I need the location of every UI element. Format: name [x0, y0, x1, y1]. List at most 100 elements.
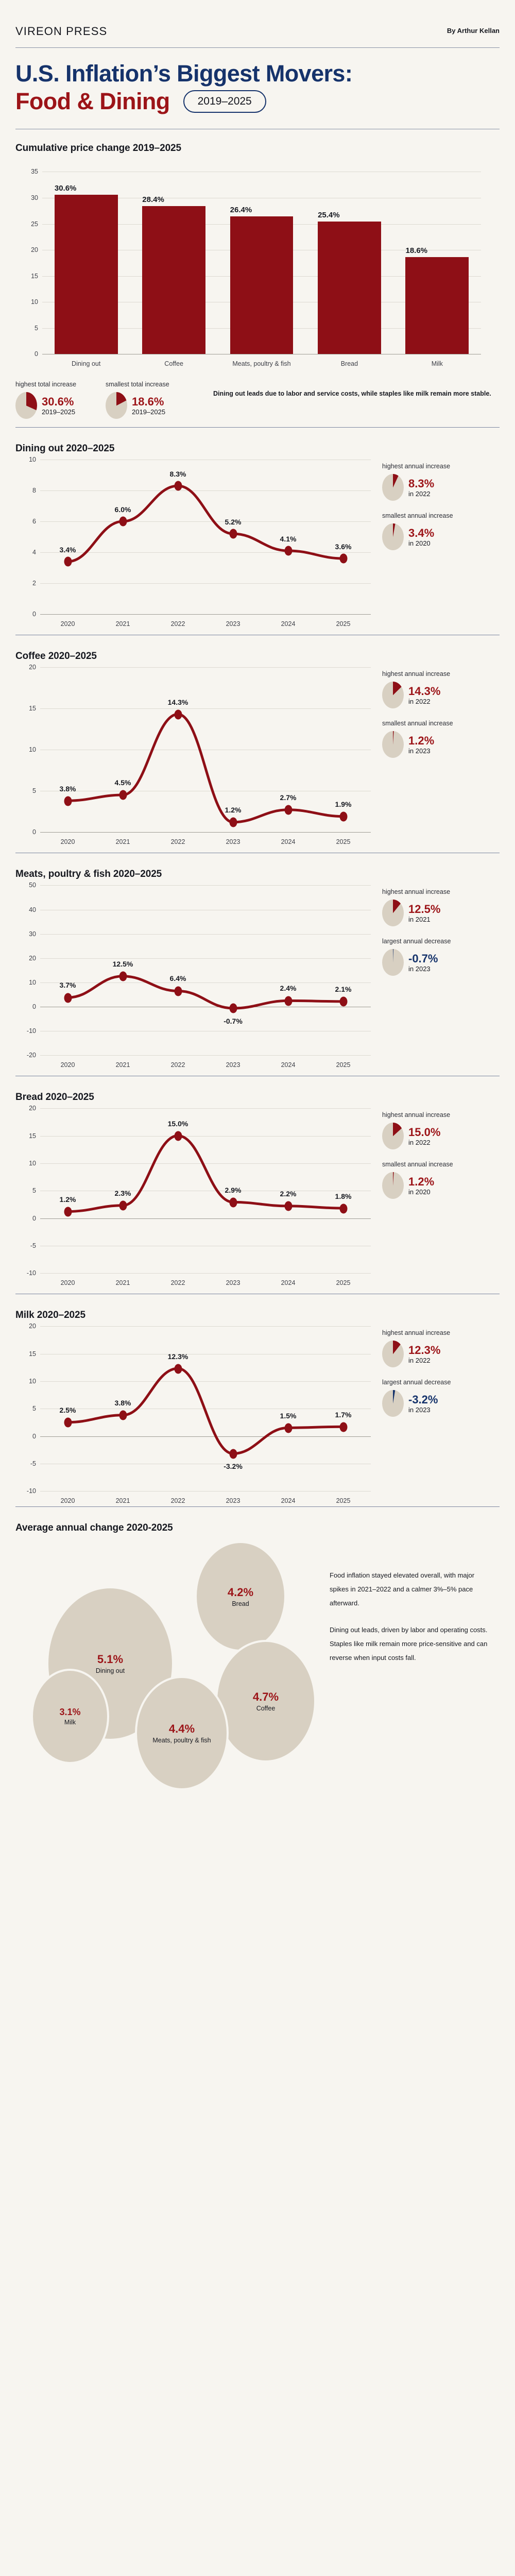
data-point[interactable]: [284, 805, 292, 815]
data-point[interactable]: [119, 1410, 127, 1420]
y-axis-tick: 20: [31, 246, 38, 254]
y-axis-tick: 0: [32, 1003, 36, 1011]
data-point[interactable]: [64, 556, 72, 567]
data-point[interactable]: [284, 546, 292, 556]
x-axis-label: 2020: [60, 1497, 75, 1505]
data-point[interactable]: [119, 516, 127, 527]
y-axis-tick: 20: [29, 1105, 36, 1112]
x-axis-label: 2022: [170, 1061, 185, 1069]
callout-label: largest annual decrease: [382, 1379, 451, 1386]
bubble[interactable]: 4.2% Bread: [195, 1541, 286, 1652]
y-axis-tick: 15: [29, 705, 36, 713]
data-point[interactable]: [339, 553, 347, 564]
y-axis-tick: 40: [29, 906, 36, 913]
data-point[interactable]: [119, 1200, 127, 1211]
bar-column[interactable]: 26.4%: [218, 172, 305, 354]
gridline: 20: [29, 1105, 371, 1112]
data-point[interactable]: [339, 1204, 347, 1213]
y-axis-tick: 30: [29, 930, 36, 938]
y-axis-tick: 15: [29, 1132, 36, 1140]
gridline: -10: [27, 1269, 371, 1277]
data-point[interactable]: [174, 1364, 182, 1374]
x-axis-label: 2024: [281, 1061, 296, 1069]
line-series: [40, 1108, 371, 1273]
callout: smallest annual increase 1.2% in 2020: [382, 1161, 500, 1199]
data-point[interactable]: [119, 971, 127, 981]
bar[interactable]: 26.4%: [230, 206, 294, 354]
callout-body: -3.2% in 2023: [382, 1390, 500, 1417]
data-point[interactable]: [64, 796, 72, 806]
data-point-label: -3.2%: [224, 1462, 243, 1470]
gridline: 15: [29, 1132, 371, 1140]
x-axis-label: 2020: [60, 620, 75, 628]
data-point[interactable]: [174, 986, 182, 996]
brand-logo: VIREON PRESS: [15, 25, 108, 38]
bubble[interactable]: 3.1% Milk: [31, 1669, 109, 1765]
line-chart: 0 5 10 15 20 3.8% 4.5% 14.3% 1.2% 2.7% 1.9% 2020 202…: [15, 664, 376, 848]
gridline: 20: [29, 664, 371, 671]
chart-and-callouts: -10 -5 0 5 10 15 20 1.2% 2.3% 15.0% 2.9% 2.2% 1.8% 20…: [15, 1105, 500, 1289]
data-point[interactable]: [174, 1131, 182, 1141]
gridline: 10: [29, 1378, 371, 1385]
bar[interactable]: 18.6%: [405, 246, 469, 354]
data-point[interactable]: [229, 817, 237, 827]
bar[interactable]: 25.4%: [318, 211, 381, 354]
plot-area: -10 -5 0 5 10 15 20 2.5% 3.8% 12.3% -3.2% 1.5% 1.7%: [27, 1323, 371, 1495]
bubble-label: Milk: [64, 1719, 76, 1726]
data-point[interactable]: [339, 996, 347, 1007]
bar-x-axis-labels: Dining out Coffee Meats, poultry & fish Bre…: [42, 360, 481, 367]
line-series: [40, 885, 371, 1055]
line-chart: -20 -10 0 10 20 30 40 50 3.7% 12.5% 6.4% -0.7% 2.4% 2…: [15, 882, 376, 1071]
bubble[interactable]: 4.4% Meats, poultry & fish: [135, 1676, 229, 1791]
data-point[interactable]: [339, 1422, 347, 1432]
data-point[interactable]: [64, 993, 72, 1003]
callout-sub: in 2022: [408, 489, 431, 498]
data-point[interactable]: [174, 709, 182, 720]
data-point[interactable]: [229, 1197, 237, 1208]
callout-label: highest annual increase: [382, 670, 451, 678]
data-point[interactable]: [229, 1003, 237, 1013]
callout-sub: in 2022: [408, 1138, 431, 1146]
pie-icon: [382, 731, 404, 758]
date-range-badge: 2019–2025: [183, 90, 266, 113]
callout-sub: 2019–2025: [132, 408, 166, 416]
data-point-label: 2.5%: [59, 1406, 76, 1415]
bubble[interactable]: 4.7% Coffee: [215, 1640, 316, 1763]
data-point[interactable]: [119, 790, 127, 800]
bar-column[interactable]: 18.6%: [393, 172, 481, 354]
callout-label: smallest annual increase: [382, 720, 453, 727]
x-axis-label: 2025: [336, 1279, 351, 1287]
gridline: 2: [32, 580, 371, 587]
chart-and-callouts: 0 2 4 6 8 10 3.4% 6.0% 8.3% 5.2% 4.1% 3.6% 2020 2021 2…: [15, 456, 500, 630]
callout-sub: in 2020: [408, 1188, 431, 1196]
pie-icon: [106, 392, 127, 419]
bar-column[interactable]: 28.4%: [130, 172, 217, 354]
callout-label: smallest annual increase: [382, 512, 453, 520]
bar-column[interactable]: 30.6%: [42, 172, 130, 354]
header-divider: [15, 47, 500, 48]
bar[interactable]: 28.4%: [142, 195, 205, 354]
data-point-label: 6.0%: [114, 505, 131, 514]
data-point[interactable]: [64, 1207, 72, 1217]
bar[interactable]: 30.6%: [54, 184, 118, 354]
data-point[interactable]: [229, 529, 237, 539]
callout: highest annual increase 12.5% in 2021: [382, 888, 500, 927]
y-axis-tick: -20: [26, 1052, 36, 1059]
data-point[interactable]: [339, 811, 347, 822]
data-point[interactable]: [284, 1201, 292, 1211]
data-point[interactable]: [284, 996, 292, 1006]
callout-label: smallest total increase: [106, 381, 169, 388]
bar-group: 30.6% 28.4% 26.4% 25.4% 18.6%: [42, 172, 481, 354]
callout-body: 1.2% in 2023: [382, 731, 500, 758]
data-point[interactable]: [174, 481, 182, 491]
data-point[interactable]: [64, 1417, 72, 1428]
data-point[interactable]: [229, 1449, 237, 1459]
y-axis-tick: -5: [30, 1460, 36, 1468]
bar-value-label: 18.6%: [405, 246, 428, 256]
x-axis-label: Dining out: [72, 360, 101, 368]
data-point[interactable]: [284, 1423, 292, 1433]
callout-label: largest annual decrease: [382, 938, 451, 945]
data-point-label: 2.7%: [280, 793, 297, 802]
bar-column[interactable]: 25.4%: [305, 172, 393, 354]
pie-icon: [382, 900, 404, 927]
